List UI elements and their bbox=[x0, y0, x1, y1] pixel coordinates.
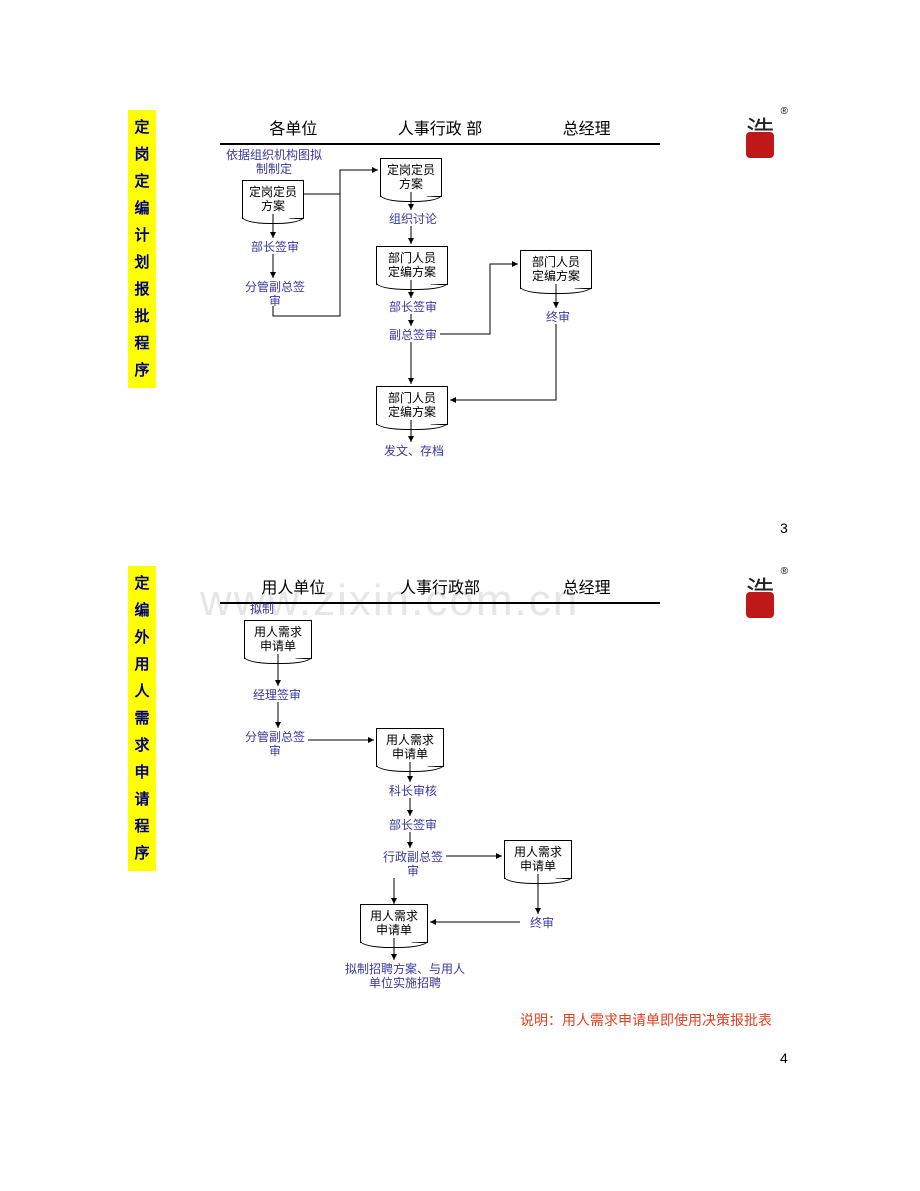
flow-node: 定岗定员方案 bbox=[242, 180, 304, 219]
seal-icon: 浩 ® bbox=[740, 570, 780, 620]
registered-mark: ® bbox=[781, 106, 788, 117]
flow-label: 部长签审 bbox=[386, 300, 440, 314]
section-2: www.zixin.com.cn 定 编 外 用 人 需 求 申 请 程 序 用… bbox=[0, 550, 920, 1190]
flow-node: 用人需求申请单 bbox=[360, 904, 428, 943]
col-header: 人事行政部 bbox=[367, 574, 514, 602]
vchar: 程 bbox=[128, 813, 156, 840]
seal-icon: 浩 ® bbox=[740, 110, 780, 160]
vchar: 报 bbox=[128, 276, 156, 303]
flow-label: 副总签审 bbox=[386, 328, 440, 342]
flow-label: 拟制 bbox=[242, 602, 282, 616]
section1-column-headers: 各单位 人事行政 部 总经理 bbox=[220, 115, 660, 145]
vchar: 外 bbox=[128, 624, 156, 651]
vchar: 定 bbox=[128, 114, 156, 141]
registered-mark: ® bbox=[781, 566, 788, 577]
section1-title-bar: 定 岗 定 编 计 划 报 批 程 序 bbox=[128, 110, 156, 388]
flow-node: 用人需求申请单 bbox=[376, 728, 444, 767]
vchar: 人 bbox=[128, 678, 156, 705]
vchar: 编 bbox=[128, 195, 156, 222]
flow-label: 部长签审 bbox=[384, 818, 442, 832]
col-header: 人事行政 部 bbox=[367, 115, 514, 143]
section2-title-bar: 定 编 外 用 人 需 求 申 请 程 序 bbox=[128, 566, 156, 871]
col-header: 各单位 bbox=[220, 115, 367, 143]
flow-label: 拟制招聘方案、与用人单位实施招聘 bbox=[340, 962, 470, 991]
vchar: 定 bbox=[128, 168, 156, 195]
flow-label: 发文、存档 bbox=[378, 444, 450, 458]
flow-label: 终审 bbox=[524, 916, 560, 930]
vchar: 序 bbox=[128, 840, 156, 867]
vchar: 求 bbox=[128, 732, 156, 759]
col-header: 总经理 bbox=[513, 574, 660, 602]
vchar: 申 bbox=[128, 759, 156, 786]
flow-label: 经理签审 bbox=[248, 688, 306, 702]
vchar: 计 bbox=[128, 222, 156, 249]
flow-label: 分管副总签审 bbox=[242, 730, 308, 759]
flow-node: 部门人员定编方案 bbox=[376, 386, 448, 425]
flow-node: 部门人员定编方案 bbox=[376, 246, 448, 285]
flow-label: 部长签审 bbox=[246, 240, 304, 254]
vchar: 程 bbox=[128, 330, 156, 357]
vchar: 需 bbox=[128, 705, 156, 732]
col-header: 用人单位 bbox=[220, 574, 367, 602]
vchar: 批 bbox=[128, 303, 156, 330]
flow-node: 部门人员定编方案 bbox=[520, 250, 592, 289]
flow-node: 用人需求申请单 bbox=[244, 620, 312, 659]
flow-node: 用人需求申请单 bbox=[504, 840, 572, 879]
page-number: 3 bbox=[780, 520, 788, 536]
col-header: 总经理 bbox=[513, 115, 660, 143]
vchar: 定 bbox=[128, 570, 156, 597]
vchar: 岗 bbox=[128, 141, 156, 168]
seal-stamp bbox=[746, 592, 774, 618]
section-1: 定 岗 定 编 计 划 报 批 程 序 各单位 人事行政 部 总经理 浩 ® 依… bbox=[0, 0, 920, 540]
flow-label: 分管副总签审 bbox=[244, 280, 306, 309]
vchar: 划 bbox=[128, 249, 156, 276]
flow-label: 依据组织机构图拟制制定 bbox=[226, 148, 322, 177]
flow-label: 组织讨论 bbox=[386, 212, 440, 226]
flow-label: 科长审核 bbox=[384, 784, 442, 798]
explanation-note: 说明：用人需求申请单即使用决策报批表 bbox=[520, 1010, 772, 1030]
vchar: 请 bbox=[128, 786, 156, 813]
vchar: 编 bbox=[128, 597, 156, 624]
flow-label: 行政副总签审 bbox=[380, 850, 446, 879]
vchar: 用 bbox=[128, 651, 156, 678]
seal-stamp bbox=[746, 132, 774, 158]
flow-label: 终审 bbox=[540, 310, 576, 324]
vchar: 序 bbox=[128, 357, 156, 384]
flow-node: 定岗定员方案 bbox=[380, 158, 442, 197]
page-number: 4 bbox=[780, 1050, 788, 1066]
section2-column-headers: 用人单位 人事行政部 总经理 bbox=[220, 574, 660, 604]
